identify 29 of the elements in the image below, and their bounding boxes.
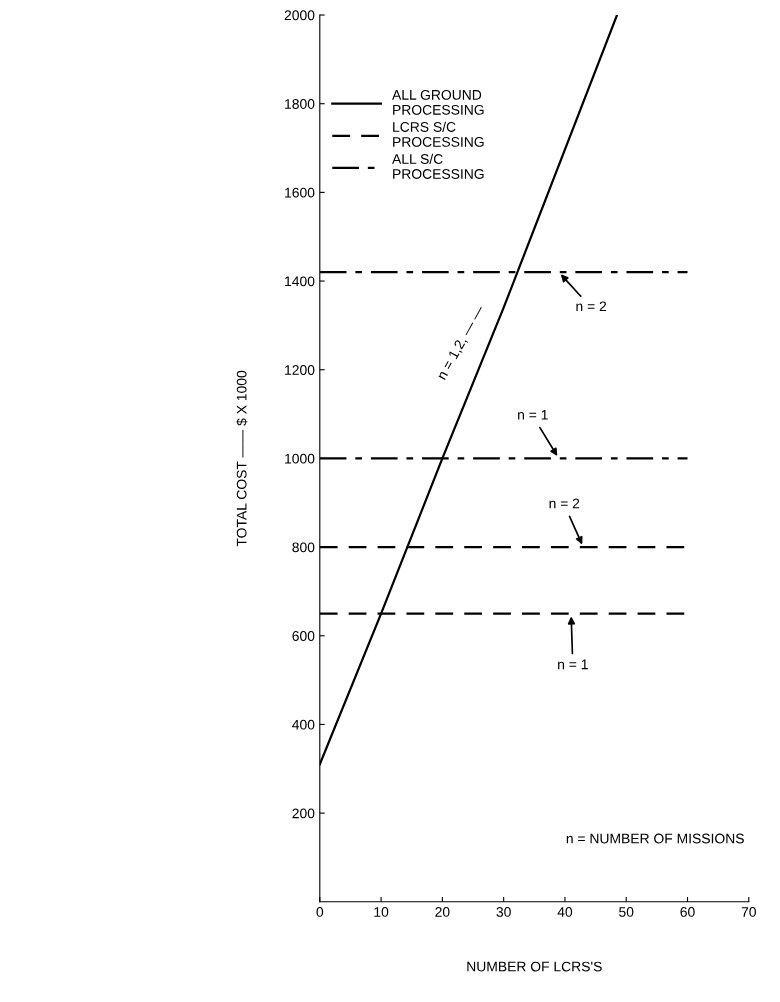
x-tick-label: 20	[435, 907, 450, 917]
annotation: n = 2	[549, 498, 580, 509]
x-tick-label: 0	[316, 907, 324, 917]
x-tick-label: 50	[619, 907, 634, 917]
x-tick-label: 70	[741, 907, 756, 917]
y-tick-label: 1800	[285, 99, 315, 109]
annotation: n = 1	[518, 409, 548, 420]
y-tick-label: 2000	[284, 10, 315, 21]
y-tick-label: 800	[292, 542, 315, 553]
y-tick-label: 1400	[285, 276, 315, 287]
y-tick-label: 1000	[285, 453, 315, 464]
x-axis-title: NUMBER OF LCRS'S	[467, 961, 602, 972]
y-tick-label: 400	[292, 719, 315, 730]
annotation: n = 1,2, — —	[436, 304, 486, 381]
x-tick-label: 30	[496, 907, 511, 917]
y-tick-label: 1200	[285, 365, 315, 375]
legend-label: LCRS S/C PROCESSING	[393, 121, 484, 147]
legend-label: ALL S/C PROCESSING	[392, 153, 484, 179]
x-tick-label: 40	[557, 907, 573, 917]
y-axis-title: TOTAL COST —— $ X 1000	[236, 370, 248, 547]
annotation: n = 1	[558, 659, 588, 670]
y-tick-label: 200	[292, 808, 315, 819]
y-tick-label: 1600	[285, 187, 315, 198]
legend-label: ALL GROUND PROCESSING	[392, 89, 484, 115]
x-tick-label: 60	[680, 907, 695, 917]
annotation: n = NUMBER OF MISSIONS	[566, 833, 744, 844]
annotation: n = 2	[576, 301, 607, 312]
y-tick-label: 600	[292, 631, 315, 641]
x-tick-label: 10	[374, 907, 389, 917]
